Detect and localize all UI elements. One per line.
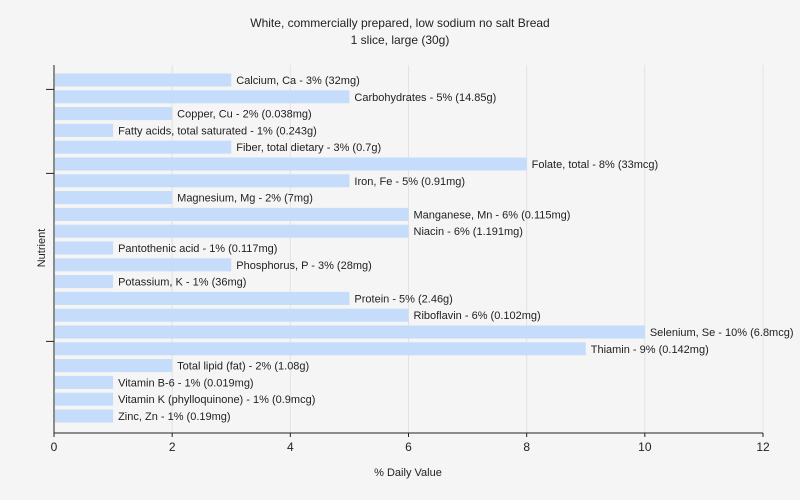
bar: [55, 107, 173, 121]
bar-label: Fiber, total dietary - 3% (0.7g): [236, 142, 381, 154]
bar: [55, 90, 350, 104]
bar-label: Zinc, Zn - 1% (0.19mg): [118, 411, 230, 423]
bar-label: Folate, total - 8% (33mcg): [532, 159, 659, 171]
x-tick-label: 8: [523, 440, 530, 454]
bar-label: Riboflavin - 6% (0.102mg): [414, 310, 541, 322]
bar-label: Carbohydrates - 5% (14.85g): [354, 92, 496, 104]
bar: [55, 73, 232, 87]
bar: [55, 375, 114, 389]
bar-label: Magnesium, Mg - 2% (7mg): [177, 193, 313, 205]
bar: [55, 123, 114, 137]
bar-label: Manganese, Mn - 6% (0.115mg): [414, 209, 571, 221]
bar: [55, 140, 232, 154]
x-tick-label: 4: [287, 440, 294, 454]
y-ticks: [46, 88, 54, 342]
x-tick-label: 10: [638, 440, 652, 454]
bar-label: Iron, Fe - 5% (0.91mg): [354, 176, 465, 188]
bar: [55, 174, 350, 188]
bar-label: Fatty acids, total saturated - 1% (0.243…: [118, 125, 317, 137]
bar-label: Protein - 5% (2.46g): [354, 293, 452, 305]
bar: [55, 359, 173, 373]
bar: [55, 392, 114, 406]
bar: [55, 241, 114, 255]
bars: [55, 73, 645, 423]
bar: [55, 191, 173, 205]
bar: [55, 224, 409, 238]
bar: [55, 342, 586, 356]
x-ticks: 0 2 4 6 8 10 12: [51, 433, 770, 454]
x-tick-label: 0: [51, 440, 58, 454]
grid-lines: [171, 65, 764, 433]
bar: [55, 157, 527, 171]
bar: [55, 207, 409, 221]
bar: [55, 409, 114, 423]
bar-label: Thiamin - 9% (0.142mg): [591, 344, 709, 356]
bar: [55, 308, 409, 322]
x-tick-label: 12: [756, 440, 770, 454]
chart-subtitle: 1 slice, large (30g): [351, 33, 450, 47]
bar-labels: Calcium, Ca - 3% (32mg) Carbohydrates - 5…: [118, 75, 793, 423]
x-tick-label: 6: [405, 440, 412, 454]
bar-label: Total lipid (fat) - 2% (1.08g): [177, 361, 309, 373]
bar: [55, 275, 114, 289]
bar-label: Pantothenic acid - 1% (0.117mg): [118, 243, 277, 255]
bar-label: Vitamin K (phylloquinone) - 1% (0.9mcg): [118, 394, 315, 406]
bar-label: Selenium, Se - 10% (6.8mcg): [650, 327, 794, 339]
bar-label: Phosphorus, P - 3% (28mg): [236, 260, 372, 272]
y-axis-title: Nutrient: [36, 229, 48, 268]
bar: [55, 291, 350, 305]
x-tick-label: 2: [169, 440, 176, 454]
bar: [55, 258, 232, 272]
bar: [55, 325, 645, 339]
bar-label: Vitamin B-6 - 1% (0.019mg): [118, 377, 254, 389]
chart-title: White, commercially prepared, low sodium…: [250, 16, 549, 30]
bar-label: Copper, Cu - 2% (0.038mg): [177, 109, 312, 121]
x-axis-title: % Daily Value: [374, 467, 442, 479]
bar-label: Niacin - 6% (1.191mg): [414, 226, 523, 238]
bar-label: Potassium, K - 1% (36mg): [118, 277, 246, 289]
bar-label: Calcium, Ca - 3% (32mg): [236, 75, 359, 87]
